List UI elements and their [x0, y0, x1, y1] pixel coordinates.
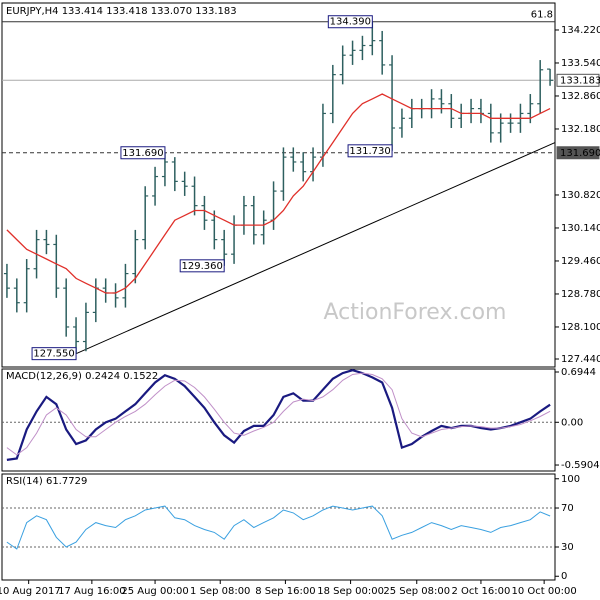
trendline [75, 142, 556, 355]
chart-title: EURJPY,H4 133.414 133.418 133.070 133.18… [6, 6, 237, 17]
x-tick-label: 2 Oct 16:00 [452, 586, 511, 597]
x-tick-label: 8 Sep 16:00 [255, 586, 315, 597]
panel-title: RSI(14) 61.7729 [6, 476, 87, 487]
panel-frame [1, 2, 556, 368]
y-tick-label: 127.440 [561, 354, 600, 365]
y-tick-label: -0.5904 [561, 460, 600, 471]
annotation-label: 131.690 [122, 148, 163, 159]
x-tick-label: 18 Sep 00:00 [317, 586, 384, 597]
x-tick-label: 17 Aug 16:00 [58, 586, 125, 597]
y-tick-label: 134.220 [561, 25, 600, 36]
panel-frame [1, 368, 556, 472]
axis-price-label: 131.690 [560, 148, 600, 159]
indicator-line [6, 372, 551, 456]
y-tick-label: 132.860 [561, 91, 600, 102]
y-tick-label: 128.100 [561, 322, 600, 333]
indicator-line [6, 505, 551, 550]
annotation-label: 129.360 [182, 261, 223, 272]
x-tick-label: 10 Aug 2017 [0, 586, 61, 597]
annotation-box [120, 146, 166, 160]
annotation-label: 134.390 [330, 17, 371, 28]
x-tick-label: 1 Sep 08:00 [190, 586, 250, 597]
y-tick-label: 0 [561, 571, 567, 582]
y-tick-label: 70 [561, 503, 574, 514]
axis-price-box [556, 73, 600, 87]
y-tick-label: 0.6944 [561, 367, 596, 378]
annotation-box [347, 144, 393, 158]
y-tick-label: 0.00 [561, 417, 583, 428]
indicator-line [6, 369, 551, 461]
panel-frame [1, 473, 556, 581]
y-tick-label: 132.180 [561, 124, 600, 135]
moving-average [6, 93, 551, 294]
axis-price-label: 133.183 [560, 75, 600, 86]
x-tick-label: 25 Aug 00:00 [121, 586, 188, 597]
y-tick-label: 128.780 [561, 289, 600, 300]
y-tick-label: 130.820 [561, 190, 600, 201]
watermark: ActionForex.com [324, 300, 507, 325]
annotation-box [179, 259, 225, 273]
y-tick-label: 100 [561, 474, 580, 485]
annotation-label: 127.550 [33, 349, 74, 360]
y-tick-label: 130.140 [561, 223, 600, 234]
x-tick-label: 10 Oct 00:00 [512, 586, 577, 597]
annotation-box [327, 15, 373, 29]
panel-title: MACD(12,26,9) 0.2424 0.1522 [6, 371, 158, 382]
y-tick-label: 30 [561, 542, 574, 553]
annotation-box [31, 347, 77, 361]
y-tick-label: 129.460 [561, 256, 600, 267]
x-tick-label: 25 Sep 08:00 [383, 586, 450, 597]
y-tick-label: 133.540 [561, 58, 600, 69]
level-label: 61.8 [531, 10, 553, 21]
axis-price-box [556, 146, 600, 160]
annotation-label: 131.730 [349, 146, 390, 157]
